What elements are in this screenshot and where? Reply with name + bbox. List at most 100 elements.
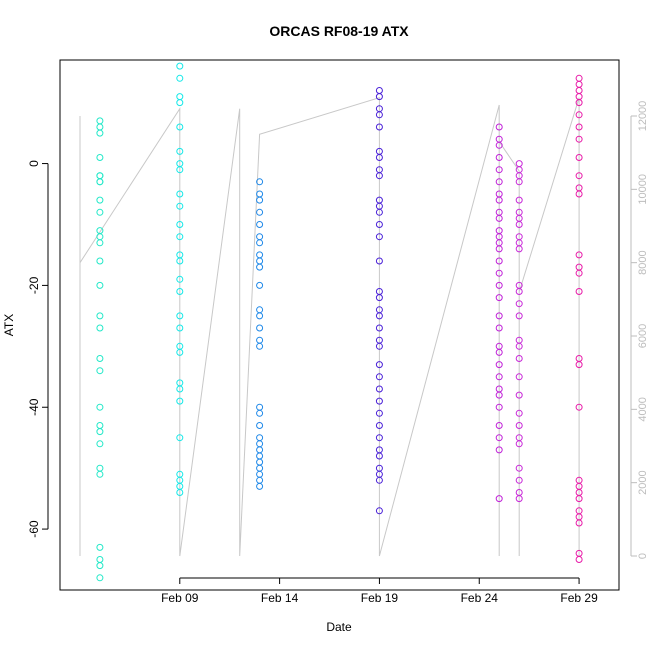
data-point <box>495 294 503 302</box>
x-tick-label: Feb 29 <box>560 591 598 605</box>
data-point <box>96 257 104 265</box>
data-point <box>96 562 104 570</box>
data-point <box>375 221 383 228</box>
data-point <box>176 324 184 332</box>
data-point <box>375 154 383 161</box>
y-tick-label: -40 <box>27 398 41 416</box>
data-point <box>256 342 264 350</box>
series-4 <box>375 87 383 515</box>
data-point <box>176 190 184 198</box>
data-point <box>515 160 523 168</box>
data-point <box>176 202 184 210</box>
data-point <box>515 300 523 308</box>
data-point <box>256 440 264 448</box>
data-point <box>575 99 583 107</box>
data-point <box>375 87 383 94</box>
data-point <box>96 172 104 180</box>
data-point <box>375 324 383 332</box>
data-point <box>515 476 523 484</box>
data-point <box>96 239 104 247</box>
data-point <box>256 178 264 186</box>
data-point <box>176 93 184 101</box>
data-point <box>176 233 184 241</box>
data-point <box>256 482 264 490</box>
data-point <box>256 476 264 484</box>
data-point <box>96 367 104 375</box>
series-1 <box>96 117 104 582</box>
data-point <box>96 403 104 411</box>
data-point <box>375 294 383 302</box>
data-point <box>96 123 104 131</box>
y2-tick-label: 4000 <box>637 397 649 421</box>
data-point <box>96 178 104 186</box>
data-point <box>375 257 383 265</box>
data-point <box>256 251 264 259</box>
data-point <box>575 123 583 131</box>
y-tick-label: 0 <box>27 160 41 167</box>
data-point <box>575 288 583 295</box>
x-tick-label: Feb 19 <box>361 591 399 605</box>
data-point <box>96 117 104 125</box>
y2-tick-label: 8000 <box>637 250 649 274</box>
data-point <box>176 489 184 496</box>
data-point <box>96 470 104 478</box>
data-point <box>256 434 264 442</box>
data-point <box>176 397 184 405</box>
data-point <box>96 543 104 551</box>
data-point <box>495 361 503 369</box>
data-point <box>256 403 264 411</box>
data-point <box>495 196 503 204</box>
data-point <box>515 440 523 448</box>
data-point <box>256 324 264 332</box>
data-point <box>495 324 503 332</box>
data-point <box>96 154 104 161</box>
data-point <box>515 312 523 320</box>
data-point <box>96 464 104 472</box>
data-point <box>515 221 523 228</box>
data-point <box>495 446 503 454</box>
data-point <box>375 312 383 320</box>
data-point <box>375 208 383 216</box>
data-point <box>96 556 104 563</box>
data-point <box>176 385 184 393</box>
plot-frame <box>59 59 620 591</box>
data-point <box>515 495 523 503</box>
y-tick-label: -20 <box>27 276 41 294</box>
data-point <box>96 281 104 289</box>
x-tick-label: Feb 09 <box>161 591 199 605</box>
data-point <box>495 312 503 320</box>
data-point <box>375 409 383 417</box>
data-point <box>256 239 264 247</box>
data-point <box>176 275 184 283</box>
y-axis-label: ATX <box>2 314 16 336</box>
data-point <box>176 123 184 131</box>
x-tick-label: Feb 24 <box>461 591 499 605</box>
data-point <box>256 446 264 454</box>
data-point <box>256 263 264 271</box>
data-point <box>495 434 503 442</box>
data-point <box>515 288 523 295</box>
data-point <box>176 62 184 70</box>
y2-tick-label: 6000 <box>637 324 649 348</box>
chart-title: ORCAS RF08-19 ATX <box>269 23 409 39</box>
data-point <box>515 342 523 350</box>
data-point <box>96 129 104 137</box>
data-point <box>176 434 184 442</box>
data-point <box>515 391 523 399</box>
y-tick-label: -60 <box>27 520 41 538</box>
data-point <box>96 324 104 332</box>
data-point <box>375 373 383 381</box>
data-point <box>515 245 523 253</box>
data-point <box>256 221 264 228</box>
data-point <box>96 196 104 204</box>
data-point <box>575 111 583 119</box>
data-point <box>256 422 264 429</box>
y-axis-left: -60 -40 -20 0 <box>27 160 49 538</box>
data-point <box>515 464 523 472</box>
data-point <box>176 166 184 174</box>
series-2 <box>176 62 184 496</box>
data-point <box>575 74 583 82</box>
data-point <box>575 87 583 94</box>
data-point <box>256 452 264 460</box>
data-point <box>176 312 184 320</box>
